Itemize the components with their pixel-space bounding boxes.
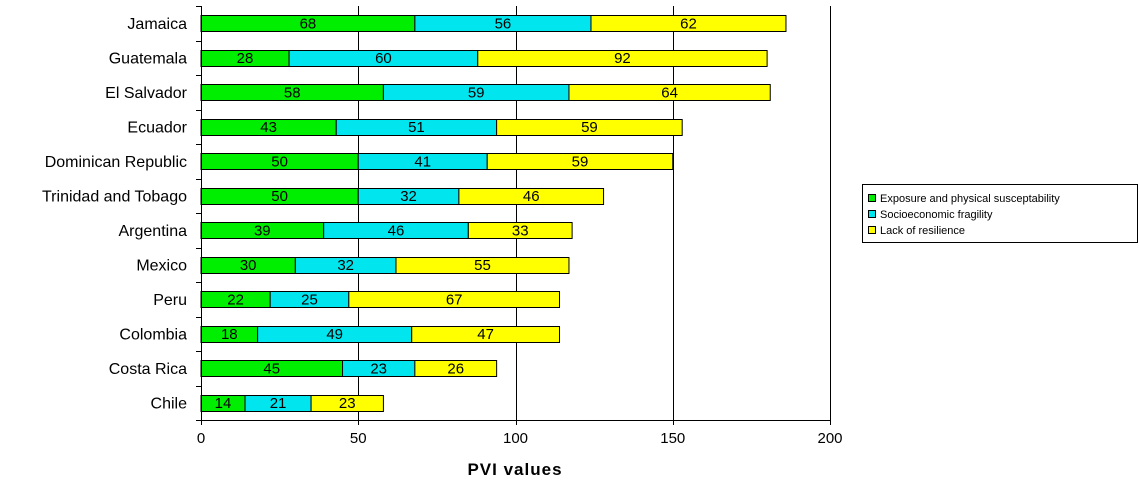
category-label: El Salvador (105, 85, 187, 102)
bar-value-label: 21 (270, 395, 287, 412)
bar-segment (310, 395, 384, 412)
legend-label: Socioeconomic fragility (880, 209, 993, 221)
category-label: Dominican Republic (45, 154, 187, 171)
bar-value-label: 18 (221, 326, 238, 343)
legend-label: Lack of resilience (880, 225, 965, 237)
bar-segment (568, 84, 771, 101)
bar-value-label: 62 (680, 15, 697, 32)
legend-box (862, 184, 1138, 243)
x-tick-label: 200 (817, 430, 842, 447)
bar-value-label: 46 (523, 188, 540, 205)
bar-segment (477, 50, 768, 67)
bar-value-label: 23 (339, 395, 356, 412)
bar-value-label: 50 (271, 153, 288, 170)
bar-value-label: 14 (215, 395, 232, 412)
legend-swatch (868, 226, 876, 234)
bar-segment (348, 291, 561, 308)
category-label: Peru (153, 292, 187, 309)
bar-value-label: 32 (400, 188, 417, 205)
bar-value-label: 26 (447, 360, 464, 377)
bar-segment (467, 222, 573, 239)
bar-value-label: 39 (254, 222, 271, 239)
bar-value-label: 55 (474, 257, 491, 274)
bar-value-label: 67 (446, 291, 463, 308)
bar-value-label: 41 (414, 153, 431, 170)
bar-segment (590, 15, 787, 32)
bar-value-label: 60 (375, 50, 392, 67)
legend-label: Exposure and physical susceptability (880, 193, 1060, 205)
bar-value-label: 49 (326, 326, 343, 343)
legend: Exposure and physical susceptability Soci… (862, 184, 1138, 243)
bar-value-label: 47 (477, 326, 494, 343)
bar-segment (458, 188, 605, 205)
category-label: Costa Rica (109, 361, 187, 378)
category-label: Mexico (136, 257, 187, 274)
bar-segment (414, 360, 498, 377)
bar-segment (496, 119, 683, 136)
category-label: Chile (151, 395, 188, 412)
category-label: Ecuador (127, 119, 187, 136)
bar-value-label: 56 (495, 15, 512, 32)
bar-value-label: 32 (337, 257, 354, 274)
bar-value-label: 25 (301, 291, 318, 308)
bar-value-label: 43 (260, 119, 277, 136)
x-axis-title: PVI values (467, 460, 562, 479)
bar-segment (411, 326, 561, 343)
bar-value-label: 50 (271, 188, 288, 205)
category-label: Trinidad and Tobago (42, 188, 187, 205)
bars (200, 15, 787, 412)
bar-value-label: 64 (661, 84, 678, 101)
category-label: Argentina (119, 223, 188, 240)
x-tick-label: 150 (660, 430, 685, 447)
labels: 0 50 100 150 200 Jamaica 68 56 62 Guatemala 28 60 92… (42, 15, 843, 447)
axes (196, 6, 831, 425)
x-tick-label: 0 (197, 430, 205, 447)
bar-value-label: 46 (388, 222, 405, 239)
bar-value-label: 59 (581, 119, 598, 136)
category-label: Guatemala (109, 50, 187, 67)
bar-segment (395, 257, 570, 274)
bar-value-label: 68 (300, 15, 317, 32)
bar-value-label: 30 (240, 257, 257, 274)
grid-lines (358, 6, 831, 420)
bar-value-label: 59 (572, 153, 589, 170)
bar-value-label: 23 (370, 360, 387, 377)
bar-value-label: 28 (237, 50, 254, 67)
bar-segment (486, 153, 674, 170)
category-label: Jamaica (127, 16, 187, 33)
bar-value-label: 92 (614, 50, 631, 67)
legend-swatch (868, 194, 876, 202)
bar-value-label: 58 (284, 84, 301, 101)
legend-swatch (868, 210, 876, 218)
bar-value-label: 51 (408, 119, 425, 136)
x-tick-label: 100 (503, 430, 528, 447)
bar-value-label: 22 (227, 291, 244, 308)
category-label: Colombia (119, 326, 187, 343)
bar-value-label: 59 (468, 84, 485, 101)
bar-value-label: 45 (263, 360, 280, 377)
bar-value-label: 33 (512, 222, 529, 239)
x-tick-label: 50 (350, 430, 367, 447)
